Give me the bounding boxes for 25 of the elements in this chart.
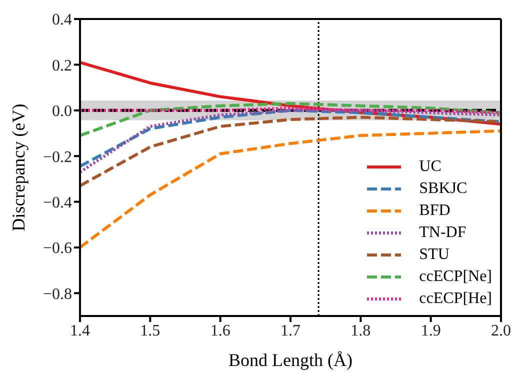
x-tick-label: 2.0 [491, 322, 511, 340]
y-tick-label: −0.8 [42, 286, 72, 303]
legend-label: ccECP[Ne] [419, 268, 492, 286]
x-tick-label: 1.7 [280, 322, 300, 340]
y-tick-label: 0.4 [52, 12, 72, 29]
legend-label: UC [419, 158, 442, 176]
line-series [80, 129, 501, 249]
x-tick-label: 1.6 [210, 322, 230, 340]
y-tick-label: −0.2 [42, 148, 72, 166]
legend-label: SBKJC [419, 180, 468, 198]
legend-label: BFD [419, 202, 450, 220]
legend-label: TN-DF [419, 224, 466, 242]
x-tick-label: 1.5 [140, 322, 160, 340]
x-tick-label: 1.9 [420, 322, 441, 340]
y-tick-label: −0.4 [42, 194, 72, 212]
y-tick-label: 0.2 [52, 57, 72, 74]
line-series [80, 102, 501, 138]
y-tick-label: 0.0 [52, 103, 72, 120]
x-tick-label: 1.4 [70, 322, 90, 340]
y-tick-label: −0.6 [42, 240, 72, 258]
y-axis-title: Discrepancy (eV) [8, 104, 28, 232]
x-tick-label: 1.8 [350, 322, 371, 340]
x-axis-title: Bond Length (Å) [228, 350, 352, 370]
legend-label: STU [419, 246, 450, 264]
legend-label: ccECP[He] [419, 290, 492, 308]
